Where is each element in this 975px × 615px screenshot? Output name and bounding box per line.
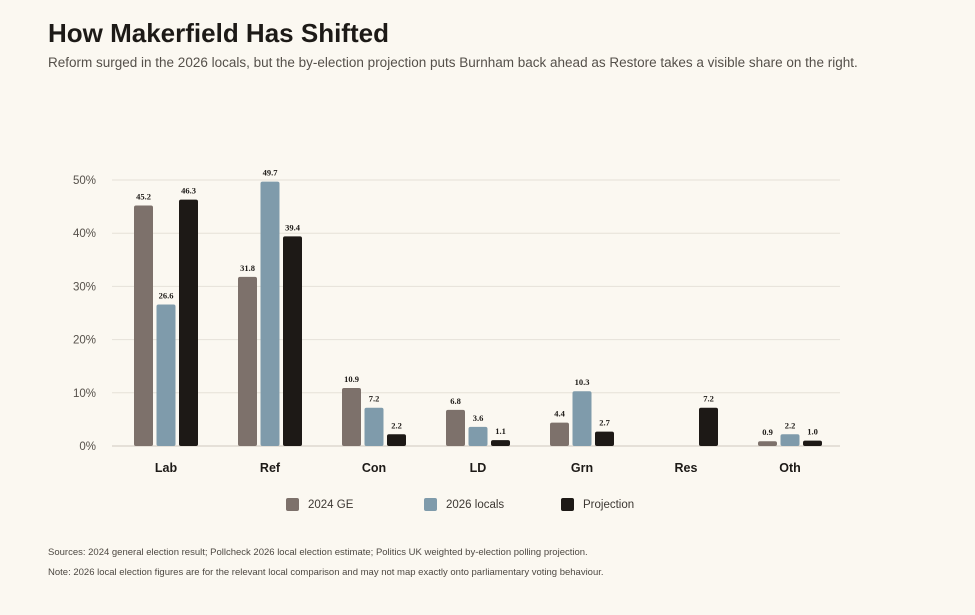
x-tick-label-ld: LD [470, 461, 487, 475]
data-label-con-projection: 2.2 [391, 420, 402, 430]
bar-grn-2026-locals [572, 391, 592, 446]
data-label-ld-2024-ge: 6.8 [450, 396, 461, 406]
x-tick-label-grn: Grn [571, 461, 593, 475]
chart-legend: 2024 GE 2026 locals Projection [0, 498, 975, 516]
legend-item-projection: Projection [561, 498, 634, 511]
legend-item-2026-locals: 2026 locals [424, 498, 504, 511]
data-label-lab-2024-ge: 45.2 [136, 192, 151, 202]
x-tick-label-res: Res [675, 461, 698, 475]
data-label-ref-2024-ge: 31.8 [240, 263, 255, 273]
data-label-lab-2026-locals: 26.6 [159, 290, 174, 300]
bar-res-projection [699, 407, 718, 446]
bar-ld-projection [491, 440, 510, 446]
data-label-ld-projection: 1.1 [495, 426, 506, 436]
bar-ref-2026-locals [260, 181, 280, 446]
bar-ld-2024-ge [446, 409, 465, 446]
chart-title: How Makerfield Has Shifted [48, 18, 389, 48]
bar-oth-2024-ge [758, 441, 777, 446]
data-label-con-2024-ge: 10.9 [344, 374, 359, 384]
legend-label-projection: Projection [583, 498, 635, 511]
bar-con-2026-locals [364, 407, 384, 446]
data-label-ld-2026-locals: 3.6 [473, 413, 484, 423]
legend-swatch-2024-ge [286, 498, 299, 511]
data-label-oth-projection: 1.0 [807, 427, 818, 437]
data-label-grn-projection: 2.7 [599, 418, 610, 428]
data-label-con-2026-locals: 7.2 [369, 394, 380, 404]
x-tick-label-oth: Oth [779, 461, 801, 475]
bar-grn-2024-ge [550, 422, 569, 446]
legend-label-2024-ge: 2024 GE [308, 498, 354, 511]
y-tick-label: 40% [73, 228, 96, 240]
bar-ld-2026-locals [468, 426, 488, 446]
bar-chart: 0% 10% 20% 30% 40% 50% 45.2 26.6 46.3 Lab 31.8 49.7… [73, 168, 840, 475]
legend-item-2024-ge: 2024 GE [286, 498, 353, 511]
y-tick-label: 20% [73, 335, 96, 347]
footnote: Note: 2026 local election figures are fo… [48, 567, 604, 578]
bar-grn-projection [595, 431, 614, 446]
bar-lab-2024-ge [134, 205, 153, 446]
x-tick-label-lab: Lab [155, 461, 178, 475]
bar-oth-projection [803, 440, 822, 446]
chart-subtitle: Reform surged in the 2026 locals, but th… [48, 55, 858, 70]
data-label-oth-2026-locals: 2.2 [785, 420, 796, 430]
legend-swatch-2026-locals [424, 498, 437, 511]
data-label-ref-projection: 39.4 [285, 222, 301, 232]
bar-oth-2026-locals [780, 434, 800, 446]
data-label-ref-2026-locals: 49.7 [263, 168, 279, 178]
data-label-res-projection: 7.2 [703, 394, 714, 404]
bar-lab-2026-locals [156, 304, 176, 446]
data-label-oth-2024-ge: 0.9 [762, 427, 773, 437]
y-tick-label: 0% [79, 441, 96, 453]
y-tick-label: 50% [73, 175, 96, 187]
y-tick-label: 10% [73, 388, 96, 400]
bar-con-projection [387, 434, 406, 446]
data-label-grn-2026-locals: 10.3 [575, 377, 590, 387]
bar-ref-projection [283, 236, 302, 446]
data-label-grn-2024-ge: 4.4 [554, 409, 565, 419]
bar-lab-projection [179, 199, 198, 446]
bar-ref-2024-ge [238, 276, 257, 446]
x-tick-label-ref: Ref [260, 461, 281, 475]
y-tick-label: 30% [73, 281, 96, 293]
bar-con-2024-ge [342, 388, 361, 446]
legend-swatch-projection [561, 498, 574, 511]
x-tick-label-con: Con [362, 461, 386, 475]
sources-note: Sources: 2024 general election result; P… [48, 547, 588, 558]
data-label-lab-projection: 46.3 [181, 186, 196, 196]
legend-label-2026-locals: 2026 locals [446, 498, 505, 511]
